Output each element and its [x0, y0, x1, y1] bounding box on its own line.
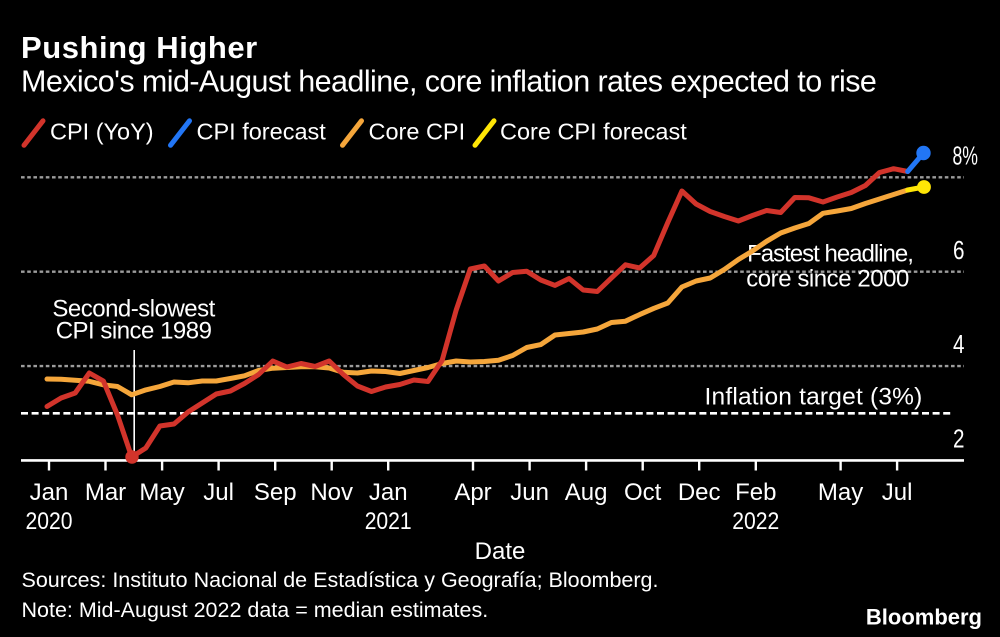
svg-text:CPI since 1989: CPI since 1989: [56, 318, 212, 345]
svg-text:Note: Mid-August 2022 data = m: Note: Mid-August 2022 data = median esti…: [22, 598, 489, 622]
svg-text:2020: 2020: [26, 508, 73, 535]
svg-text:Dec: Dec: [678, 479, 721, 506]
svg-text:Mexico's mid-August headline,: Mexico's mid-August headline, core infla…: [21, 65, 876, 99]
svg-text:Apr: Apr: [454, 479, 491, 506]
svg-text:Jan: Jan: [369, 479, 408, 506]
svg-text:Jun: Jun: [510, 479, 549, 506]
svg-text:8%: 8%: [953, 141, 979, 171]
svg-text:Jul: Jul: [882, 479, 913, 506]
svg-text:Sep: Sep: [254, 479, 297, 506]
svg-text:Aug: Aug: [565, 479, 608, 506]
svg-text:Jan: Jan: [30, 479, 69, 506]
svg-text:May: May: [818, 479, 863, 506]
svg-text:Bloomberg: Bloomberg: [866, 605, 982, 630]
svg-text:Nov: Nov: [310, 479, 353, 506]
svg-text:Mar: Mar: [85, 479, 126, 506]
svg-text:2022: 2022: [732, 508, 779, 535]
svg-text:Jul: Jul: [203, 479, 234, 506]
svg-text:CPI forecast: CPI forecast: [197, 119, 327, 145]
svg-text:Sources: Instituto Nacional de: Sources: Instituto Nacional de Estadísti…: [22, 568, 659, 592]
svg-text:4: 4: [953, 329, 965, 359]
svg-text:Core CPI: Core CPI: [369, 119, 466, 145]
svg-text:Inflation target (3%): Inflation target (3%): [704, 384, 922, 411]
svg-text:Core CPI forecast: Core CPI forecast: [500, 119, 687, 145]
svg-text:Fastest headline,: Fastest headline,: [747, 241, 913, 268]
svg-text:Second-slowest: Second-slowest: [52, 296, 215, 323]
svg-text:6: 6: [953, 235, 965, 265]
svg-text:2021: 2021: [365, 508, 412, 535]
svg-text:2: 2: [953, 424, 965, 454]
svg-text:CPI (YoY): CPI (YoY): [50, 119, 154, 145]
svg-text:Feb: Feb: [735, 479, 776, 506]
svg-text:Oct: Oct: [624, 479, 662, 506]
svg-text:May: May: [139, 479, 184, 506]
svg-text:Pushing Higher: Pushing Higher: [21, 30, 258, 65]
svg-text:Date: Date: [475, 538, 526, 565]
svg-text:core since 2000: core since 2000: [746, 266, 909, 293]
